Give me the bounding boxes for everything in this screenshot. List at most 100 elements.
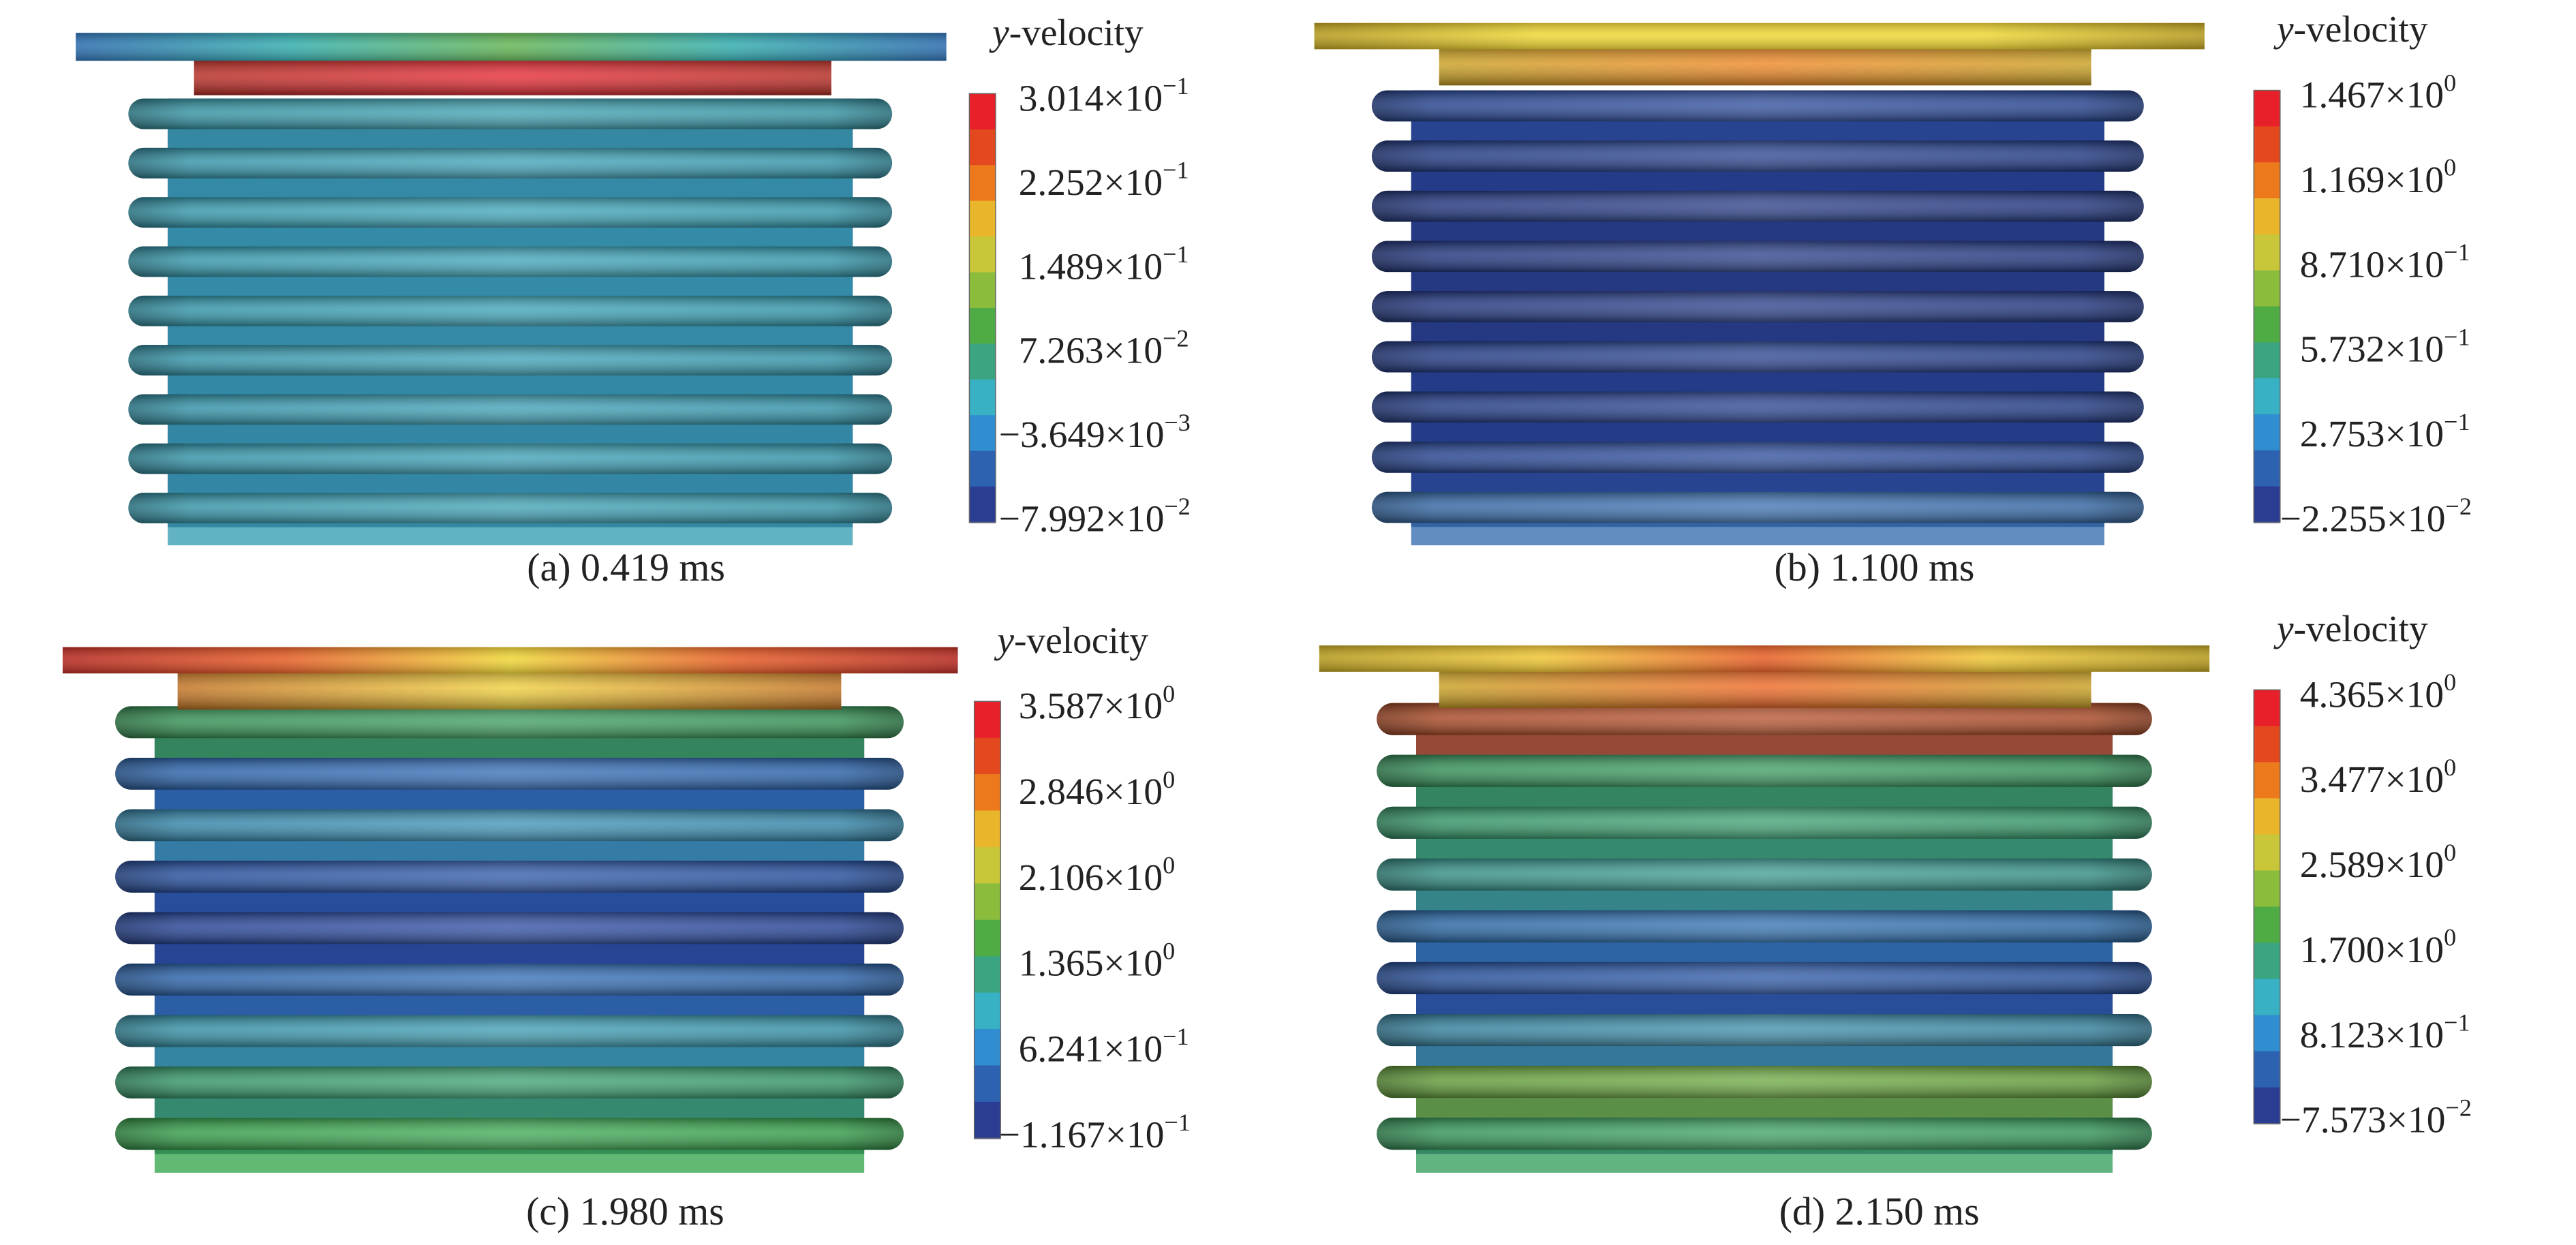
colorbar-band [2254, 762, 2280, 799]
tick-mantissa: 1.489×10 [1019, 245, 1163, 287]
colorbar-tick-label: 2.846×100 [1019, 766, 1175, 812]
rib-shade [1377, 1013, 2152, 1047]
panel-caption: (c) 1.980 ms [526, 1189, 724, 1233]
tick-mantissa: 2.753×10 [2300, 413, 2444, 455]
colorbar-tick-label: 8.123×10−1 [2300, 1009, 2470, 1056]
tick-exponent: −2 [1163, 325, 1189, 352]
bellows-neck [168, 174, 853, 201]
colorbar-band [2254, 90, 2280, 127]
rib-shade [115, 706, 904, 739]
colorbar-band [2254, 342, 2280, 380]
colorbar-band [2254, 1051, 2280, 1088]
tick-exponent: 0 [1163, 852, 1175, 879]
rib-shade [1371, 442, 2144, 473]
tick-exponent: −1 [2444, 1009, 2470, 1036]
colorbar-band [974, 737, 1001, 775]
tick-exponent: −1 [2444, 408, 2470, 435]
legend-title: y-velocity [989, 12, 1144, 53]
rib-shade [115, 860, 904, 893]
colorbar-tick-label: 2.106×100 [1019, 852, 1175, 898]
bellows-neck [154, 786, 865, 813]
colorbar-band [969, 165, 996, 202]
rib-shade [115, 964, 904, 996]
colorbar-tick-label: 3.014×10−1 [1019, 72, 1189, 119]
colorbar-band [974, 846, 1001, 885]
colorbar-frame [968, 93, 996, 523]
colorbar-band [974, 1065, 1001, 1103]
bellows-neck [154, 1043, 865, 1070]
bellows-neck [1411, 318, 2104, 345]
tick-mantissa: 1.467×10 [2300, 74, 2444, 115]
bellows-neck [1416, 1094, 2113, 1121]
rib-shade [1377, 806, 2152, 839]
colorbar-tick-label: −1.167×10−1 [999, 1109, 1191, 1155]
rib-shade [128, 443, 893, 474]
rib-shade [128, 394, 893, 425]
panel-caption: (b) 1.100 ms [1774, 545, 1974, 589]
bellows-neck [1411, 419, 2104, 445]
rib-shade [1377, 754, 2152, 787]
bellows-neck [1416, 731, 2113, 758]
collar-shade [1439, 668, 2091, 708]
tick-mantissa: 3.014×10 [1019, 77, 1163, 119]
legend-title-var: y [2273, 8, 2294, 50]
bellows-neck [154, 837, 865, 864]
tick-mantissa: −7.992×10 [999, 497, 1165, 539]
bellows-neck [1416, 835, 2113, 862]
panel-caption: (d) 2.150 ms [1779, 1189, 1980, 1233]
legend-title-text: -velocity [1014, 619, 1148, 661]
rib-shade [1371, 291, 2144, 322]
collar-shade [177, 670, 842, 710]
bellows-neck [1411, 469, 2104, 495]
collar-shade [1439, 46, 2091, 86]
colorbar-band [974, 1101, 1001, 1139]
colorbar-tick-label: 8.710×10−1 [2300, 239, 2470, 285]
flange-shade [1319, 645, 2210, 672]
colorbar-tick-label: 1.700×100 [2300, 924, 2456, 970]
bellows-neck [1411, 369, 2104, 395]
rib-shade [128, 345, 893, 375]
bellows-neck [168, 125, 853, 151]
tick-exponent: 0 [2444, 839, 2456, 866]
rib-shade [128, 98, 893, 129]
rib-shade [1377, 703, 2152, 735]
colorbar-band [969, 236, 996, 273]
rib-shade [115, 1015, 904, 1047]
legend-title-var: y [994, 619, 1014, 661]
bellows-neck [168, 372, 853, 398]
tick-mantissa: 1.700×10 [2300, 929, 2444, 970]
rib-shade [115, 1118, 904, 1150]
colorbar-band [2254, 726, 2280, 763]
colorbar-band [2254, 906, 2280, 944]
colorbar-band [2254, 942, 2280, 980]
flange-shade [1314, 22, 2205, 50]
bellows-neck [168, 322, 853, 348]
colorbar-band [974, 919, 1001, 957]
tick-exponent: 0 [2444, 924, 2456, 951]
colorbar-tick-label: 6.241×10−1 [1019, 1024, 1189, 1070]
tick-mantissa: 8.123×10 [2300, 1014, 2444, 1056]
colorbar-tick-label: 2.252×10−1 [1019, 157, 1189, 203]
rib-shade [1377, 858, 2152, 891]
colorbar-band [2254, 234, 2280, 271]
colorbar-band [2254, 450, 2280, 487]
colorbar-band [969, 93, 996, 131]
tick-mantissa: 7.263×10 [1019, 329, 1163, 371]
tick-exponent: −3 [1164, 409, 1190, 436]
tick-mantissa: 2.106×10 [1019, 857, 1163, 898]
tick-exponent: 0 [1163, 938, 1175, 965]
tick-exponent: −1 [2444, 239, 2470, 266]
tick-exponent: 0 [1163, 766, 1175, 793]
colorbar-band [969, 415, 996, 452]
tick-mantissa: 2.846×10 [1019, 771, 1163, 812]
colorbar-band [974, 1029, 1001, 1066]
bellows-neck [1416, 939, 2113, 966]
colorbar-band [2254, 1087, 2280, 1124]
tick-mantissa: −3.649×10 [999, 414, 1165, 455]
bellows-neck [154, 889, 865, 916]
tick-exponent: −2 [2445, 1094, 2471, 1122]
rib-shade [1377, 1066, 2152, 1098]
rib-shade [128, 246, 893, 277]
colorbar-band [974, 701, 1001, 739]
